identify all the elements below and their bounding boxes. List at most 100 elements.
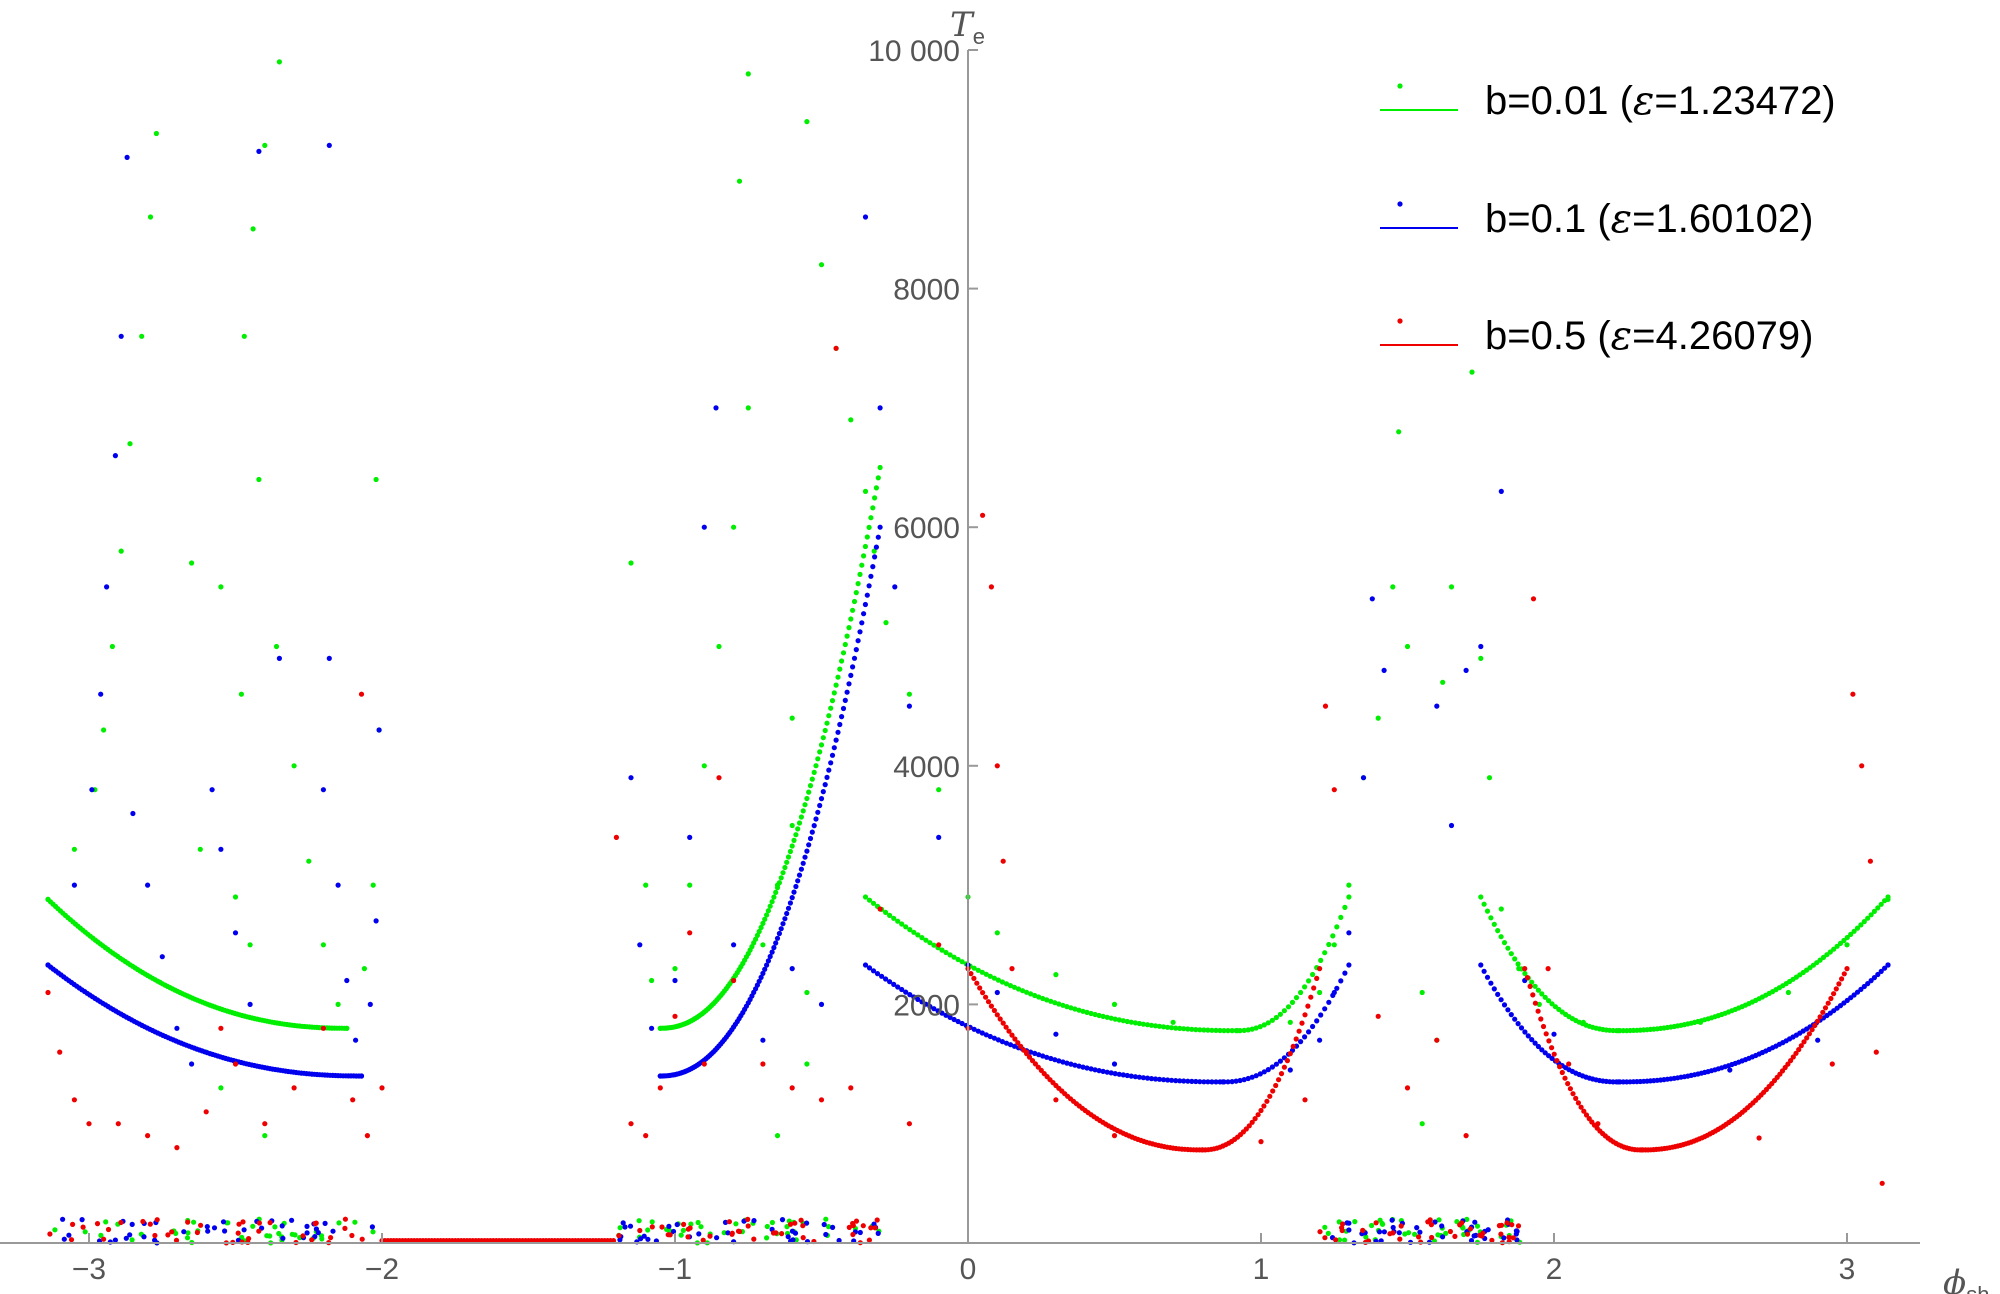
data-point [866, 583, 872, 589]
data-point [1538, 1016, 1544, 1022]
data-point [1044, 1054, 1050, 1060]
data-point [1246, 1123, 1252, 1129]
data-point [1169, 1025, 1175, 1031]
data-point [70, 1221, 76, 1227]
data-point [1056, 1001, 1062, 1007]
data-point [198, 1222, 204, 1228]
data-point [218, 1085, 224, 1091]
data-point [194, 1229, 200, 1236]
data-point [698, 1224, 704, 1230]
data-point [839, 714, 845, 720]
data-point [994, 763, 1000, 769]
data-point [1495, 991, 1501, 998]
data-point [71, 1097, 77, 1103]
data-point [98, 691, 104, 697]
data-point [1804, 1035, 1810, 1041]
data-point [622, 1224, 628, 1230]
data-point [872, 554, 878, 560]
data-point [1496, 1223, 1502, 1229]
data-point [862, 601, 869, 608]
data-point [891, 915, 897, 921]
data-point [866, 524, 872, 531]
y-tick-label: 4000 [893, 751, 960, 784]
x-axis-ticks: −3 −2 −1 0 1 2 3 [72, 1233, 1855, 1286]
data-point [1169, 1077, 1175, 1083]
data-point [112, 1237, 118, 1243]
data-point [1317, 966, 1323, 972]
data-point [791, 889, 797, 895]
data-point [861, 611, 867, 617]
data-point [721, 1230, 727, 1236]
data-point [613, 834, 620, 841]
data-point [1322, 1224, 1328, 1230]
data-point [1199, 1147, 1205, 1153]
data-point [1007, 1042, 1014, 1048]
data-point [1575, 1100, 1581, 1106]
data-point [1501, 1002, 1508, 1008]
data-point [1322, 950, 1328, 956]
data-point [1473, 1232, 1479, 1238]
x-tick-label: 2 [1546, 1253, 1563, 1286]
data-point [1868, 912, 1874, 918]
data-point [1540, 1023, 1547, 1030]
data-point [1515, 1021, 1521, 1027]
data-point [369, 1224, 375, 1230]
data-point [955, 1018, 961, 1025]
data-point [326, 655, 332, 662]
data-point [1796, 1047, 1802, 1053]
data-point [959, 959, 965, 965]
data-point [870, 968, 877, 974]
data-point [864, 534, 870, 540]
data-point [735, 1228, 742, 1234]
data-point [1844, 934, 1850, 941]
data-point [147, 1221, 153, 1227]
data-point [773, 889, 779, 896]
data-point [1012, 1036, 1018, 1042]
data-point [1253, 1025, 1259, 1031]
data-point [1481, 901, 1487, 907]
data-point [769, 899, 775, 905]
data-point [807, 783, 814, 789]
data-point [318, 1233, 325, 1239]
data-point [813, 816, 819, 822]
data-point [857, 629, 863, 635]
data-point [1491, 921, 1497, 927]
data-point [879, 973, 885, 979]
data-point [870, 564, 876, 570]
data-point [877, 464, 883, 471]
data-point [1439, 1223, 1445, 1229]
data-point [1489, 1237, 1495, 1243]
data-point [1488, 980, 1494, 986]
data-point [1100, 1013, 1106, 1020]
data-point [1464, 1231, 1471, 1237]
data-point [304, 1230, 310, 1236]
data-point [868, 1225, 874, 1231]
data-point [1156, 1076, 1163, 1082]
data-point [859, 562, 865, 568]
data-point [353, 1037, 359, 1043]
data-point [785, 854, 792, 860]
data-point [818, 1097, 825, 1103]
data-point [1535, 987, 1541, 993]
y-tick-label: 10 000 [868, 35, 960, 68]
data-point [813, 763, 819, 769]
data-point [1567, 1086, 1573, 1092]
data-point [1363, 1234, 1369, 1240]
data-point [1305, 1003, 1311, 1009]
data-point [1229, 1079, 1235, 1085]
data-point [931, 1006, 937, 1012]
data-point [806, 842, 812, 848]
data-point [657, 1073, 663, 1079]
data-point [256, 476, 262, 483]
data-point [701, 1061, 707, 1067]
data-point [1317, 989, 1323, 996]
x-tick-label: 0 [960, 1253, 977, 1286]
data-point [80, 1224, 86, 1230]
data-point [1615, 1028, 1622, 1034]
data-point [899, 986, 905, 993]
data-point [800, 1223, 806, 1229]
data-point [1310, 971, 1316, 978]
data-point [1201, 1079, 1207, 1085]
data-point [1003, 1024, 1009, 1030]
data-point [322, 1220, 328, 1226]
